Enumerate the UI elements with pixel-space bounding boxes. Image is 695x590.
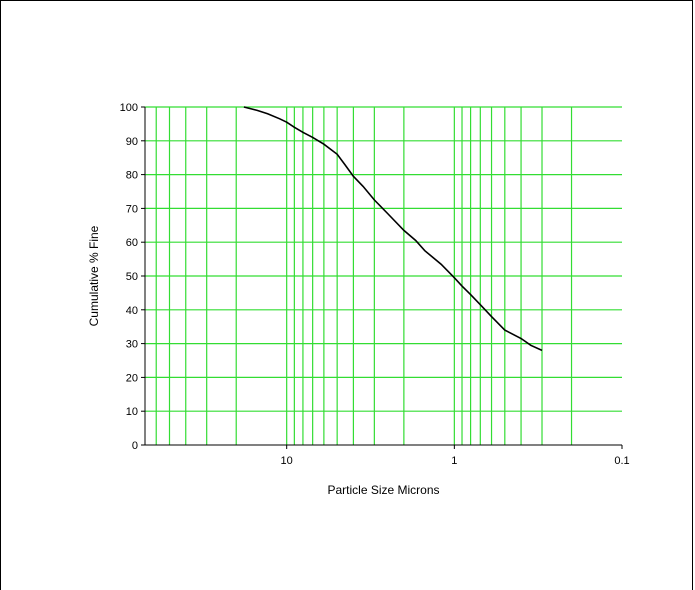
x-tick-labels: 10 1 0.1 [281,455,630,467]
grid [145,106,622,445]
y-tick-label: 90 [126,136,138,148]
y-tick-label: 70 [126,203,138,215]
data-series [243,106,543,352]
y-tick-label: 30 [126,339,138,351]
x-tick-label: 0.1 [614,455,629,467]
y-tick-labels: 0 10 20 30 40 50 60 70 80 90 100 [120,102,138,452]
y-tick-label: 0 [132,440,138,452]
y-axis-title: Cumulative % Fine [87,225,101,326]
axes [141,106,623,449]
y-tick-label: 50 [126,271,138,283]
y-tick-label: 80 [126,170,138,182]
x-tick-label: 1 [451,455,457,467]
cumulative-curve [243,106,543,352]
y-tick-label: 100 [120,102,138,114]
y-tick-label: 40 [126,305,138,317]
y-tick-label: 60 [126,237,138,249]
x-tick-label: 10 [281,455,293,467]
x-axis-title: Particle Size Microns [327,483,439,497]
y-tick-label: 10 [126,406,138,418]
y-tick-label: 20 [126,372,138,384]
